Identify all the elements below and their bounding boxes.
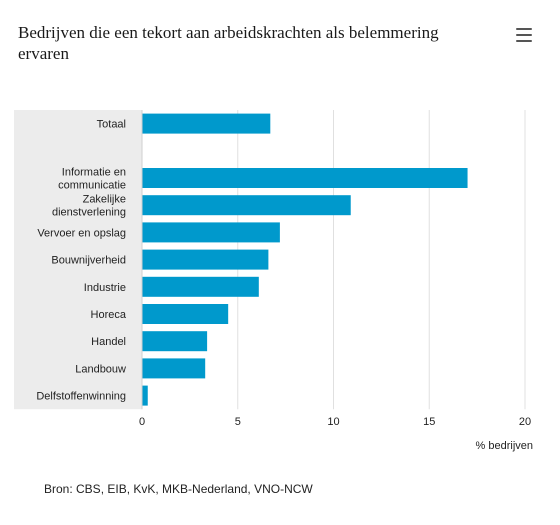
category-label: Totaal [97,119,126,131]
bar [142,385,148,406]
category-label: Informatie en communicatie [58,167,126,192]
source-note: Bron: CBS, EIB, KvK, MKB-Nederland, VNO-… [44,482,313,496]
x-tick-label: 5 [235,416,241,428]
category-label: Vervoer en opslag [37,227,126,239]
category-label: Handel [91,336,126,348]
bar [142,113,271,134]
bar [142,249,269,270]
bar [142,304,229,324]
bar [142,195,351,216]
bar [142,222,280,243]
x-tick-label: 0 [139,416,145,428]
bar [142,276,259,297]
x-axis-label: % bedrijven [476,440,533,452]
bar [142,168,468,188]
category-label: Landbouw [75,363,126,375]
hamburger-menu-icon[interactable] [516,28,532,42]
bar [142,358,206,379]
category-label: Bouwnijverheid [51,255,126,267]
x-tick-label: 20 [519,416,531,428]
chart-title: Bedrijven die een tekort aan arbeidskrac… [18,23,439,63]
category-label: Delfstoffenwinning [36,391,126,403]
x-tick-label: 10 [327,416,339,428]
x-tick-label: 15 [423,416,435,428]
bar [142,331,208,352]
category-label: Horeca [91,309,127,321]
category-label-panel [14,110,142,410]
category-label: Zakelijke dienstverlening [52,194,126,219]
category-label: Industrie [84,282,126,294]
